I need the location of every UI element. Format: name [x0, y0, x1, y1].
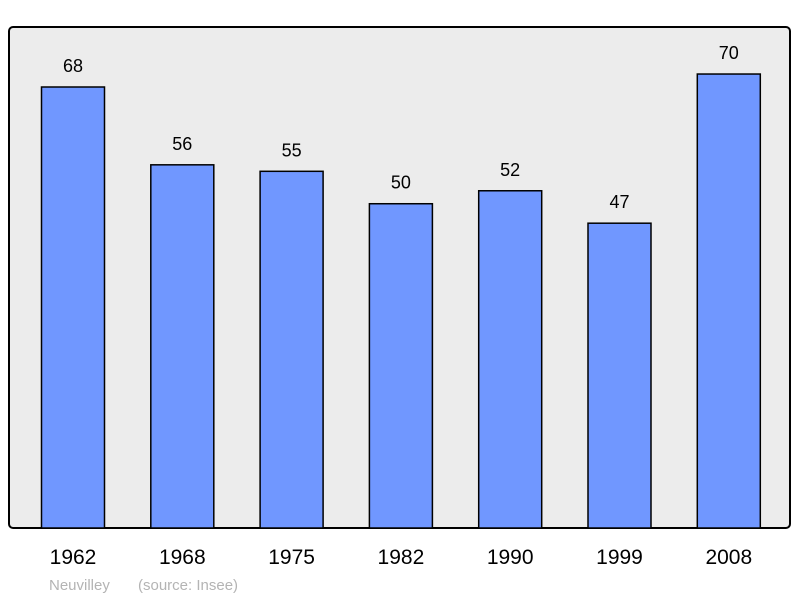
bar-1968 [150, 164, 215, 529]
footer-source: (source: Insee) [138, 577, 238, 594]
x-tick-label: 1975 [268, 546, 315, 569]
x-tick-label: 1962 [50, 546, 97, 569]
x-tick-label: 1990 [487, 546, 534, 569]
data-label-1975: 55 [282, 140, 302, 160]
x-tick-label: 2008 [705, 546, 752, 569]
data-label-1962: 68 [63, 56, 83, 76]
bar-2008 [696, 73, 762, 529]
data-label-1982: 50 [391, 173, 411, 193]
bar-1975 [259, 170, 324, 529]
x-tick-label: 1999 [596, 546, 643, 569]
data-label-1990: 52 [500, 160, 520, 180]
data-label-2008: 70 [719, 43, 739, 63]
x-tick-label: 1982 [378, 546, 425, 569]
data-label-1999: 47 [609, 192, 629, 212]
x-tick-label: 1968 [159, 546, 206, 569]
bar-1999 [587, 222, 652, 529]
data-label-1968: 56 [172, 134, 192, 154]
bar-1990 [477, 190, 543, 529]
bar-1962 [40, 86, 106, 529]
bar-1982 [368, 202, 434, 529]
footer-place: Neuvilley [49, 577, 110, 594]
